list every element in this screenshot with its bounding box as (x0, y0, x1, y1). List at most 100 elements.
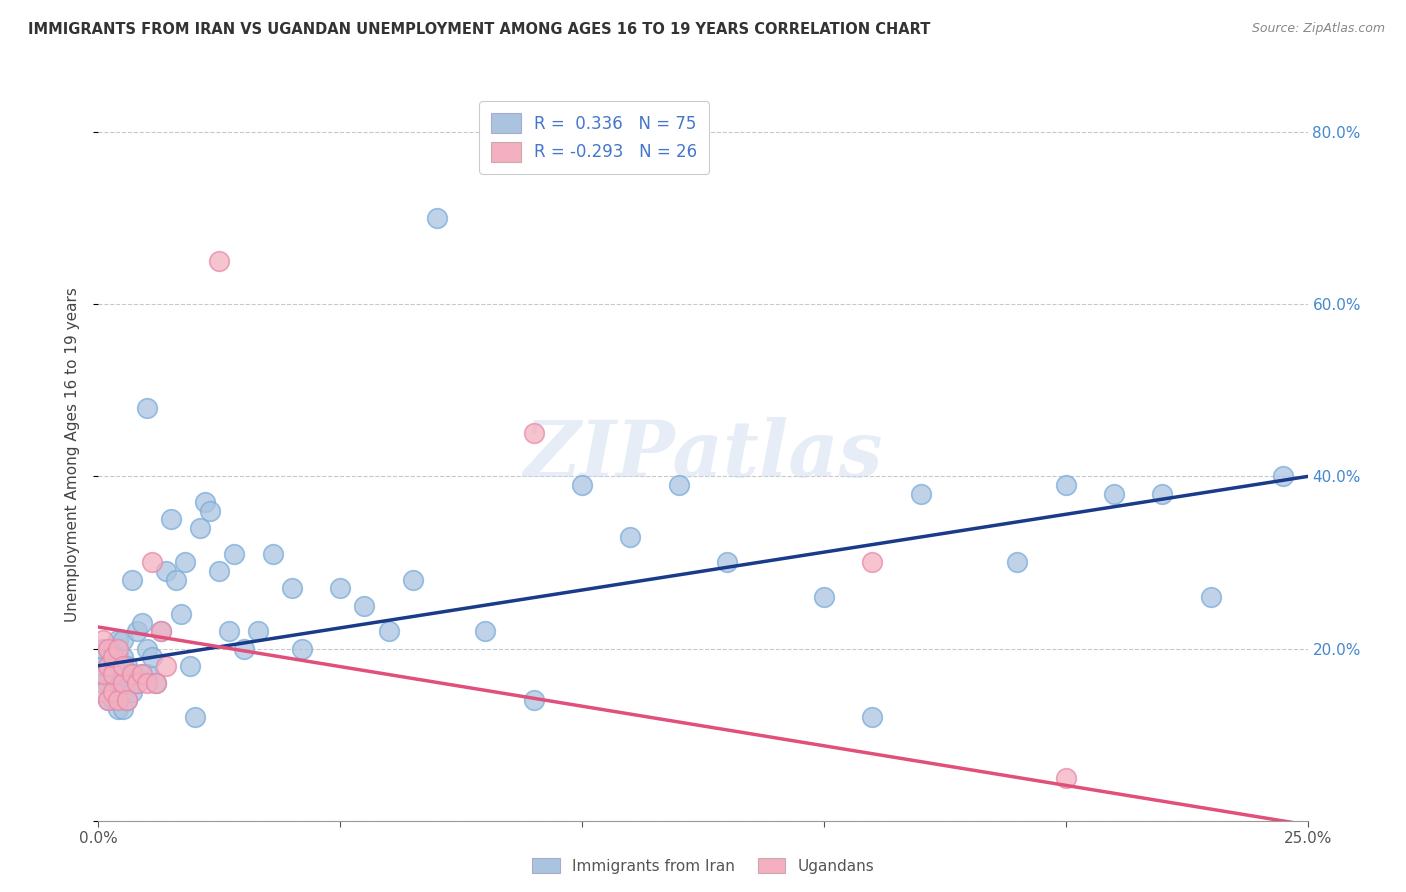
Point (117, 693, 139, 707)
Point (131, 667, 153, 681)
Point (97, 641, 120, 656)
Point (281, 582, 304, 596)
Point (174, 556, 197, 570)
Point (184, 710, 207, 724)
Point (910, 486, 932, 500)
Point (150, 624, 173, 639)
Point (218, 624, 240, 639)
Point (107, 684, 129, 698)
Point (155, 564, 177, 578)
Point (111, 650, 134, 665)
Point (101, 641, 124, 656)
Point (107, 650, 129, 665)
Point (523, 426, 546, 441)
Point (353, 599, 375, 613)
Point (111, 676, 134, 690)
Point (121, 573, 143, 587)
Point (135, 641, 157, 656)
Point (145, 676, 167, 690)
Point (247, 624, 270, 639)
Point (1054, 478, 1077, 492)
Legend: Immigrants from Iran, Ugandans: Immigrants from Iran, Ugandans (526, 852, 880, 880)
Text: ZIPatlas: ZIPatlas (523, 417, 883, 493)
Point (194, 495, 217, 509)
Point (101, 650, 124, 665)
Point (262, 547, 284, 561)
Point (169, 607, 191, 621)
Point (97, 641, 120, 656)
Point (232, 641, 254, 656)
Point (571, 478, 593, 492)
Point (111, 658, 134, 673)
Point (135, 676, 157, 690)
Point (91, 667, 114, 681)
Point (107, 702, 129, 716)
Point (97, 658, 120, 673)
Point (141, 650, 163, 665)
Point (474, 624, 496, 639)
Point (188, 521, 211, 535)
Point (91, 658, 114, 673)
Point (117, 676, 139, 690)
Text: Source: ZipAtlas.com: Source: ZipAtlas.com (1251, 22, 1385, 36)
Point (208, 254, 231, 268)
Point (155, 658, 177, 673)
Point (131, 667, 153, 681)
Point (329, 582, 352, 596)
Point (91, 632, 114, 647)
Point (1007, 556, 1029, 570)
Point (117, 693, 139, 707)
Point (127, 676, 149, 690)
Point (107, 667, 129, 681)
Point (860, 710, 883, 724)
Point (402, 573, 425, 587)
Point (1272, 469, 1295, 483)
Point (208, 564, 231, 578)
Point (97, 693, 120, 707)
Text: IMMIGRANTS FROM IRAN VS UGANDAN UNEMPLOYMENT AMONG AGES 16 TO 19 YEARS CORRELATI: IMMIGRANTS FROM IRAN VS UGANDAN UNEMPLOY… (28, 22, 931, 37)
Point (150, 624, 173, 639)
Point (131, 615, 153, 630)
Point (135, 401, 157, 415)
Point (111, 667, 134, 681)
Point (121, 667, 143, 681)
Point (813, 590, 835, 604)
Point (117, 658, 139, 673)
Point (619, 530, 641, 544)
Point (1054, 771, 1077, 785)
Point (121, 667, 143, 681)
Point (107, 641, 129, 656)
Point (426, 211, 449, 226)
Point (290, 641, 312, 656)
Point (160, 512, 183, 526)
Point (179, 658, 201, 673)
Point (198, 504, 221, 518)
Point (101, 676, 124, 690)
Point (97, 693, 120, 707)
Point (523, 693, 546, 707)
Point (1102, 486, 1125, 500)
Point (716, 556, 738, 570)
Point (97, 676, 120, 690)
Point (1199, 590, 1222, 604)
Point (111, 632, 134, 647)
Y-axis label: Unemployment Among Ages 16 to 19 years: Unemployment Among Ages 16 to 19 years (65, 287, 80, 623)
Point (222, 547, 245, 561)
Point (101, 684, 124, 698)
Point (377, 624, 399, 639)
Point (107, 632, 129, 647)
Point (668, 478, 690, 492)
Point (91, 676, 114, 690)
Point (1152, 486, 1174, 500)
Point (111, 684, 134, 698)
Point (165, 573, 187, 587)
Point (127, 676, 149, 690)
Point (121, 684, 143, 698)
Point (101, 658, 124, 673)
Point (141, 556, 163, 570)
Point (107, 693, 129, 707)
Point (127, 624, 149, 639)
Point (97, 658, 120, 673)
Point (860, 556, 883, 570)
Point (101, 667, 124, 681)
